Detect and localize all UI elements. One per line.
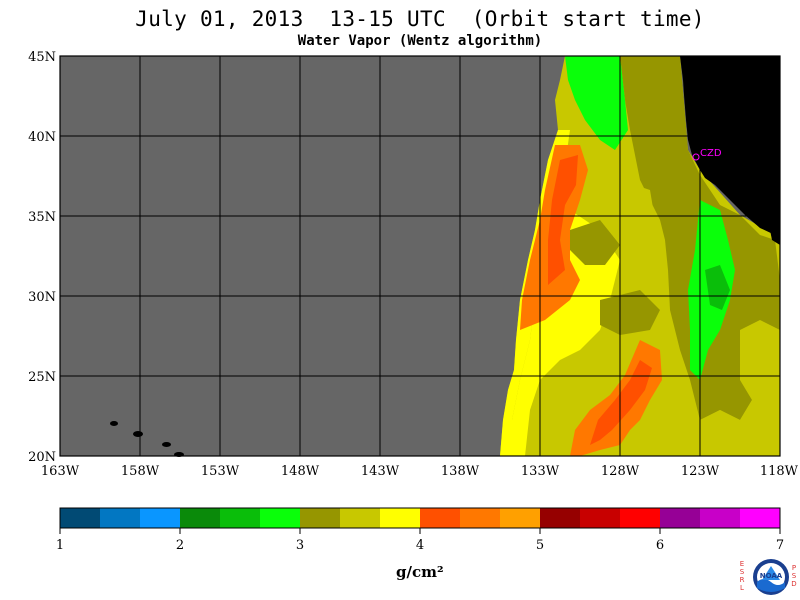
colorbar-swatch: [260, 508, 301, 528]
lat-tick-label: 45N: [28, 50, 56, 65]
lon-tick-label: 153W: [201, 464, 240, 479]
chart-title: July 01, 2013 13-15 UTC (Orbit start tim…: [135, 7, 705, 31]
yellow-olive-patch: [615, 180, 655, 240]
chart-subtitle: Water Vapor (Wentz algorithm): [297, 33, 543, 49]
olive-southeast: [700, 400, 770, 456]
colorbar-swatch: [580, 508, 621, 528]
colorbar-swatch: [300, 508, 341, 528]
colorbar-swatch: [500, 508, 541, 528]
colorbar-units: g/cm²: [396, 563, 444, 581]
lon-tick-label: 123W: [681, 464, 720, 479]
station-label: CZD: [700, 148, 722, 159]
colorbar-swatch: [100, 508, 141, 528]
colorbar-swatch: [340, 508, 381, 528]
colorbar-swatch: [420, 508, 461, 528]
olive-patch-west: [570, 220, 620, 265]
lat-tick-label: 40N: [28, 130, 56, 145]
colorbar-tick-label: 6: [656, 538, 664, 553]
latitude-axis: 20N 25N 30N 35N 40N 45N: [28, 50, 56, 465]
lon-tick-label: 118W: [760, 464, 799, 479]
red-orange-core-north: [548, 155, 578, 285]
colorbar-tick-label: 1: [56, 538, 64, 553]
colorbar-tick-label: 4: [416, 538, 424, 553]
colorbar-tick-label: 3: [296, 538, 304, 553]
colorbar-swatch: [220, 508, 261, 528]
lon-tick-label: 143W: [361, 464, 400, 479]
map-plot-area: CZD: [59, 55, 781, 457]
lat-tick-label: 35N: [28, 210, 56, 225]
colorbar-tick-label: 2: [176, 538, 184, 553]
baja-coast: [770, 230, 780, 245]
colorbar-swatch: [180, 508, 221, 528]
maui-island: [162, 442, 171, 447]
lon-tick-label: 128W: [601, 464, 640, 479]
olive-patch-center: [600, 290, 660, 335]
colorbar-swatch: [540, 508, 581, 528]
noaa-globe-icon: NOAA: [753, 559, 789, 595]
lon-tick-label: 138W: [441, 464, 480, 479]
dark-green-core: [705, 265, 730, 310]
colorbar-tick-label: 7: [776, 538, 784, 553]
colorbar-swatch: [700, 508, 741, 528]
longitude-axis: 163W 158W 153W 148W 143W 138W 133W 128W 123W 118W: [41, 464, 799, 479]
lon-tick-label: 133W: [521, 464, 560, 479]
red-orange-core-south: [590, 360, 652, 445]
colorbar-tick-label: 5: [536, 538, 544, 553]
green-north-edge: [565, 56, 628, 150]
lon-tick-label: 148W: [281, 464, 320, 479]
yellow-band-mid: [512, 210, 620, 456]
colorbar-swatch: [660, 508, 701, 528]
colorbar-swatch: [60, 508, 101, 528]
north-america-land: [680, 56, 780, 235]
niihau-kauai-island: [110, 421, 118, 426]
lat-tick-label: 20N: [28, 450, 56, 465]
colorbar-swatch: [740, 508, 781, 528]
colorbar-swatch: [140, 508, 181, 528]
colorbar-swatch: [380, 508, 421, 528]
lat-tick-label: 25N: [28, 370, 56, 385]
station-marker: [692, 153, 700, 161]
lat-tick-label: 30N: [28, 290, 56, 305]
lon-tick-label: 163W: [41, 464, 80, 479]
logo-noaa-text: NOAA: [760, 572, 783, 580]
colorbar-swatch: [620, 508, 661, 528]
colorbar-swatch: [460, 508, 501, 528]
lon-tick-label: 158W: [121, 464, 160, 479]
plot-frame: [59, 55, 781, 457]
